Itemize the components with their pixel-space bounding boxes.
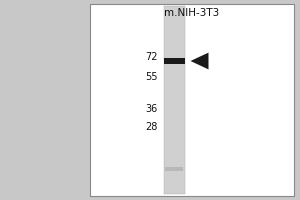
- Polygon shape: [190, 53, 208, 69]
- Text: m.NIH-3T3: m.NIH-3T3: [164, 8, 220, 18]
- Text: 72: 72: [145, 52, 158, 62]
- Text: 28: 28: [145, 122, 158, 132]
- Bar: [164, 58, 184, 64]
- Text: 55: 55: [145, 72, 158, 82]
- Text: 36: 36: [145, 104, 158, 114]
- Bar: [90, 4, 294, 196]
- Bar: [165, 167, 183, 171]
- Bar: [164, 6, 184, 194]
